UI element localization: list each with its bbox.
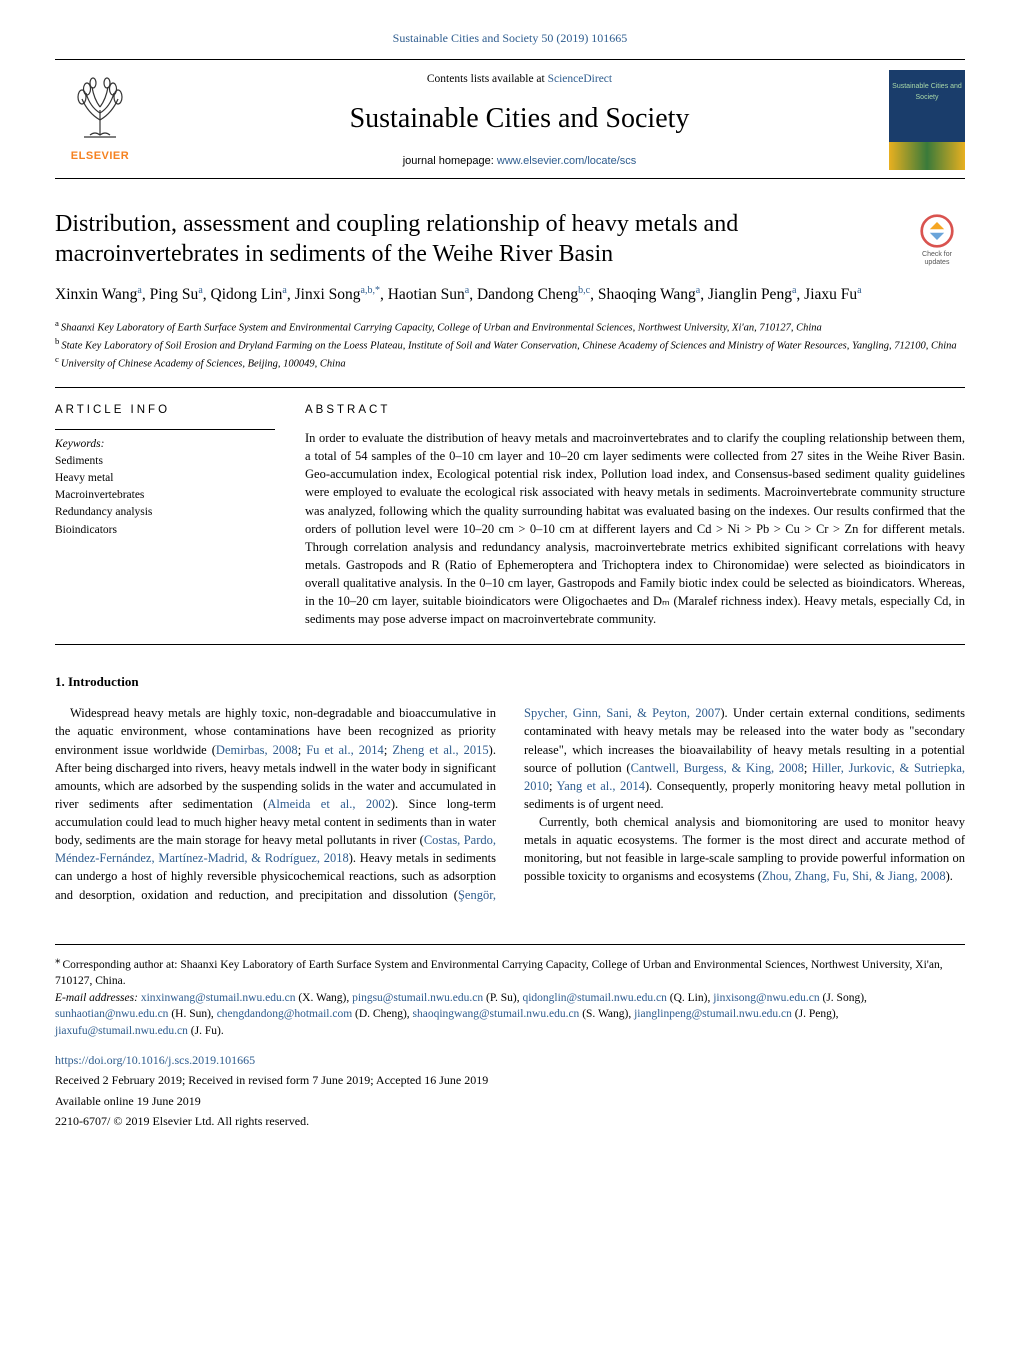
cover-title: Sustainable Cities and Society: [889, 70, 965, 102]
journal-cover-thumb: Sustainable Cities and Society: [889, 70, 965, 170]
paper-title: Distribution, assessment and coupling re…: [55, 209, 965, 269]
email-link[interactable]: shaoqingwang@stumail.nwu.edu.cn: [413, 1008, 580, 1020]
citation-line: Sustainable Cities and Society 50 (2019)…: [55, 30, 965, 47]
intro-heading: 1. Introduction: [55, 673, 965, 692]
homepage-link[interactable]: www.elsevier.com/locate/scs: [497, 155, 636, 167]
history-line: Received 2 February 2019; Received in re…: [55, 1072, 965, 1089]
email-link[interactable]: qidonglin@stumail.nwu.edu.cn: [522, 992, 666, 1004]
updates-icon: [919, 213, 955, 249]
email-addresses: E-mail addresses: xinxinwang@stumail.nwu…: [55, 990, 965, 1040]
email-link[interactable]: pingsu@stumail.nwu.edu.cn: [352, 992, 483, 1004]
kw-rule: [55, 429, 275, 430]
email-link[interactable]: xinxinwang@stumail.nwu.edu.cn: [141, 992, 296, 1004]
ref-link[interactable]: Zheng et al., 2015: [392, 743, 488, 757]
info-abstract-block: ARTICLE INFO Keywords: SedimentsHeavy me…: [55, 387, 965, 645]
masthead: ELSEVIER Contents lists available at Sci…: [55, 62, 965, 176]
homepage-prefix: journal homepage:: [403, 155, 497, 167]
sciencedirect-link[interactable]: ScienceDirect: [548, 73, 613, 85]
contents-prefix: Contents lists available at: [427, 73, 548, 85]
updates-text: Check forupdates: [922, 251, 952, 266]
ref-link[interactable]: Cantwell, Burgess, & King, 2008: [631, 761, 804, 775]
keywords-label: Keywords:: [55, 436, 275, 453]
ref-link[interactable]: Yang et al., 2014: [556, 779, 645, 793]
online-line: Available online 19 June 2019: [55, 1093, 965, 1110]
journal-name: Sustainable Cities and Society: [165, 99, 874, 140]
affil-a: aShaanxi Key Laboratory of Earth Surface…: [55, 318, 965, 336]
abstract-heading: ABSTRACT: [305, 402, 965, 419]
author-list: Xinxin Wanga, Ping Sua, Qidong Lina, Jin…: [55, 283, 965, 308]
keywords-list: SedimentsHeavy metalMacroinvertebratesRe…: [55, 453, 275, 539]
email-link[interactable]: sunhaotian@nwu.edu.cn: [55, 1008, 168, 1020]
rule-masthead-bottom: [55, 178, 965, 179]
copyright-line: 2210-6707/ © 2019 Elsevier Ltd. All righ…: [55, 1113, 965, 1130]
publisher-name: ELSEVIER: [71, 149, 129, 165]
ref-link[interactable]: Demirbas, 2008: [216, 743, 298, 757]
intro-para-2: Currently, both chemical analysis and bi…: [524, 813, 965, 886]
cover-stripe: [889, 142, 965, 170]
affil-c: cUniversity of Chinese Academy of Scienc…: [55, 354, 965, 372]
keyword-item: Heavy metal: [55, 470, 275, 487]
contents-line: Contents lists available at ScienceDirec…: [165, 71, 874, 88]
email-link[interactable]: jianglinpeng@stumail.nwu.edu.cn: [634, 1008, 792, 1020]
article-info: ARTICLE INFO Keywords: SedimentsHeavy me…: [55, 402, 275, 628]
keyword-item: Macroinvertebrates: [55, 487, 275, 504]
email-link[interactable]: jinxisong@nwu.edu.cn: [713, 992, 819, 1004]
corresponding-author: ⁎Corresponding author at: Shaanxi Key La…: [55, 953, 965, 990]
article-info-heading: ARTICLE INFO: [55, 402, 275, 419]
homepage-line: journal homepage: www.elsevier.com/locat…: [165, 154, 874, 170]
abstract-text: In order to evaluate the distribution of…: [305, 429, 965, 628]
citation-link[interactable]: Sustainable Cities and Society 50 (2019)…: [393, 31, 628, 45]
keyword-item: Bioindicators: [55, 522, 275, 539]
ref-link[interactable]: Fu et al., 2014: [306, 743, 384, 757]
email-link[interactable]: jiaxufu@stumail.nwu.edu.cn: [55, 1025, 188, 1037]
affiliations: aShaanxi Key Laboratory of Earth Surface…: [55, 318, 965, 371]
publisher-logo: ELSEVIER: [55, 73, 145, 168]
check-updates-badge[interactable]: Check forupdates: [909, 213, 965, 269]
rule-top: [55, 59, 965, 60]
intro-body: Widespread heavy metals are highly toxic…: [55, 704, 965, 903]
email-link[interactable]: chengdandong@hotmail.com: [217, 1008, 352, 1020]
ref-link[interactable]: Almeida et al., 2002: [267, 797, 391, 811]
affil-b: bState Key Laboratory of Soil Erosion an…: [55, 336, 965, 354]
ref-link[interactable]: Zhou, Zhang, Fu, Shi, & Jiang, 2008: [762, 869, 946, 883]
masthead-center: Contents lists available at ScienceDirec…: [165, 71, 874, 170]
doi-link[interactable]: https://doi.org/10.1016/j.scs.2019.10166…: [55, 1052, 965, 1069]
abstract-block: ABSTRACT In order to evaluate the distri…: [305, 402, 965, 628]
keyword-item: Sediments: [55, 453, 275, 470]
keyword-item: Redundancy analysis: [55, 504, 275, 521]
elsevier-tree-icon: [60, 75, 140, 145]
footnotes: ⁎Corresponding author at: Shaanxi Key La…: [55, 944, 965, 1131]
